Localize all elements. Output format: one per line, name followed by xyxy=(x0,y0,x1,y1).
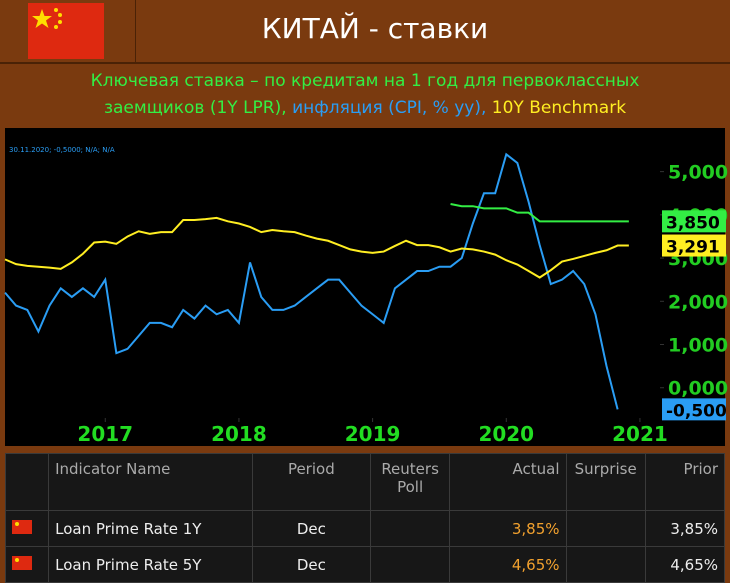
flag-icon xyxy=(12,519,32,534)
end-badge xyxy=(662,210,726,233)
subtitle-part: инфляция (CPI, % yy), xyxy=(292,98,492,118)
row: Indicator Name Period Reuters Poll Actual Su… xyxy=(4,453,726,511)
cell: 3,85% xyxy=(449,510,567,547)
x-tick-label: 2021 xyxy=(612,422,668,446)
cell xyxy=(369,510,451,547)
cell: Dec xyxy=(251,510,372,547)
cell: Actual xyxy=(449,453,567,511)
cell xyxy=(4,546,50,583)
series-line xyxy=(450,203,629,223)
chart-panel xyxy=(5,128,725,446)
divider xyxy=(135,0,136,62)
cell xyxy=(4,510,50,547)
flag xyxy=(28,3,104,59)
y-tick-label: 0,000 xyxy=(668,378,728,400)
cell: 4,65% xyxy=(449,546,567,583)
x-tick-label: 2018 xyxy=(211,422,267,446)
cell: Surprise xyxy=(565,453,646,511)
divider xyxy=(0,62,730,64)
x-tick-label: 2017 xyxy=(77,422,133,446)
x-tick-label: 2020 xyxy=(478,422,534,446)
end-label: -0,500 xyxy=(666,401,727,421)
cell xyxy=(565,510,646,547)
end-label: 3,850 xyxy=(666,213,720,233)
row: Loan Prime Rate 5Y Dec 4,65% 4,65% xyxy=(4,546,726,583)
cell xyxy=(4,453,50,511)
y-tick-label: 5,000 xyxy=(668,162,728,184)
series-line xyxy=(4,152,619,410)
row: Loan Prime Rate 1Y Dec 3,85% 3,85% xyxy=(4,510,726,547)
flag-icon xyxy=(12,555,32,570)
subtitle: Ключевая ставка – по кредитам на 1 год д… xyxy=(40,68,690,122)
cell: Period xyxy=(251,453,372,511)
cell: Loan Prime Rate 1Y xyxy=(48,510,253,547)
subtitle-part: Ключевая ставка – по кредитам на 1 год д… xyxy=(90,71,640,118)
y-tick-label: 2,000 xyxy=(668,291,728,313)
info: 30.11.2020; -0,5000; N/A; N/A xyxy=(9,146,115,154)
cell: Reuters Poll xyxy=(369,453,451,511)
subtitle-part: 10Y Benchmark xyxy=(491,98,627,118)
end-badge xyxy=(662,234,726,257)
cell xyxy=(369,546,451,583)
end-badge xyxy=(662,398,726,421)
cell xyxy=(565,546,646,583)
series-line xyxy=(4,216,629,279)
table: Indicator Name Period Reuters Poll Actual Su… xyxy=(4,453,726,583)
cell: Loan Prime Rate 5Y xyxy=(48,546,253,583)
cell: 3,85% xyxy=(644,510,726,547)
y-tick-label: 1,000 xyxy=(668,335,728,357)
cell: Prior xyxy=(644,453,726,511)
title: КИТАЙ - ставки xyxy=(261,12,489,45)
cell: Indicator Name xyxy=(48,453,253,511)
cell: 4,65% xyxy=(644,546,726,583)
cell: Dec xyxy=(251,546,372,583)
end-label: 3,291 xyxy=(666,238,720,258)
x-tick-label: 2019 xyxy=(345,422,401,446)
chart: 30.11.2020; -0,5000; N/A; N/A 0,000 1,000… xyxy=(4,128,728,446)
